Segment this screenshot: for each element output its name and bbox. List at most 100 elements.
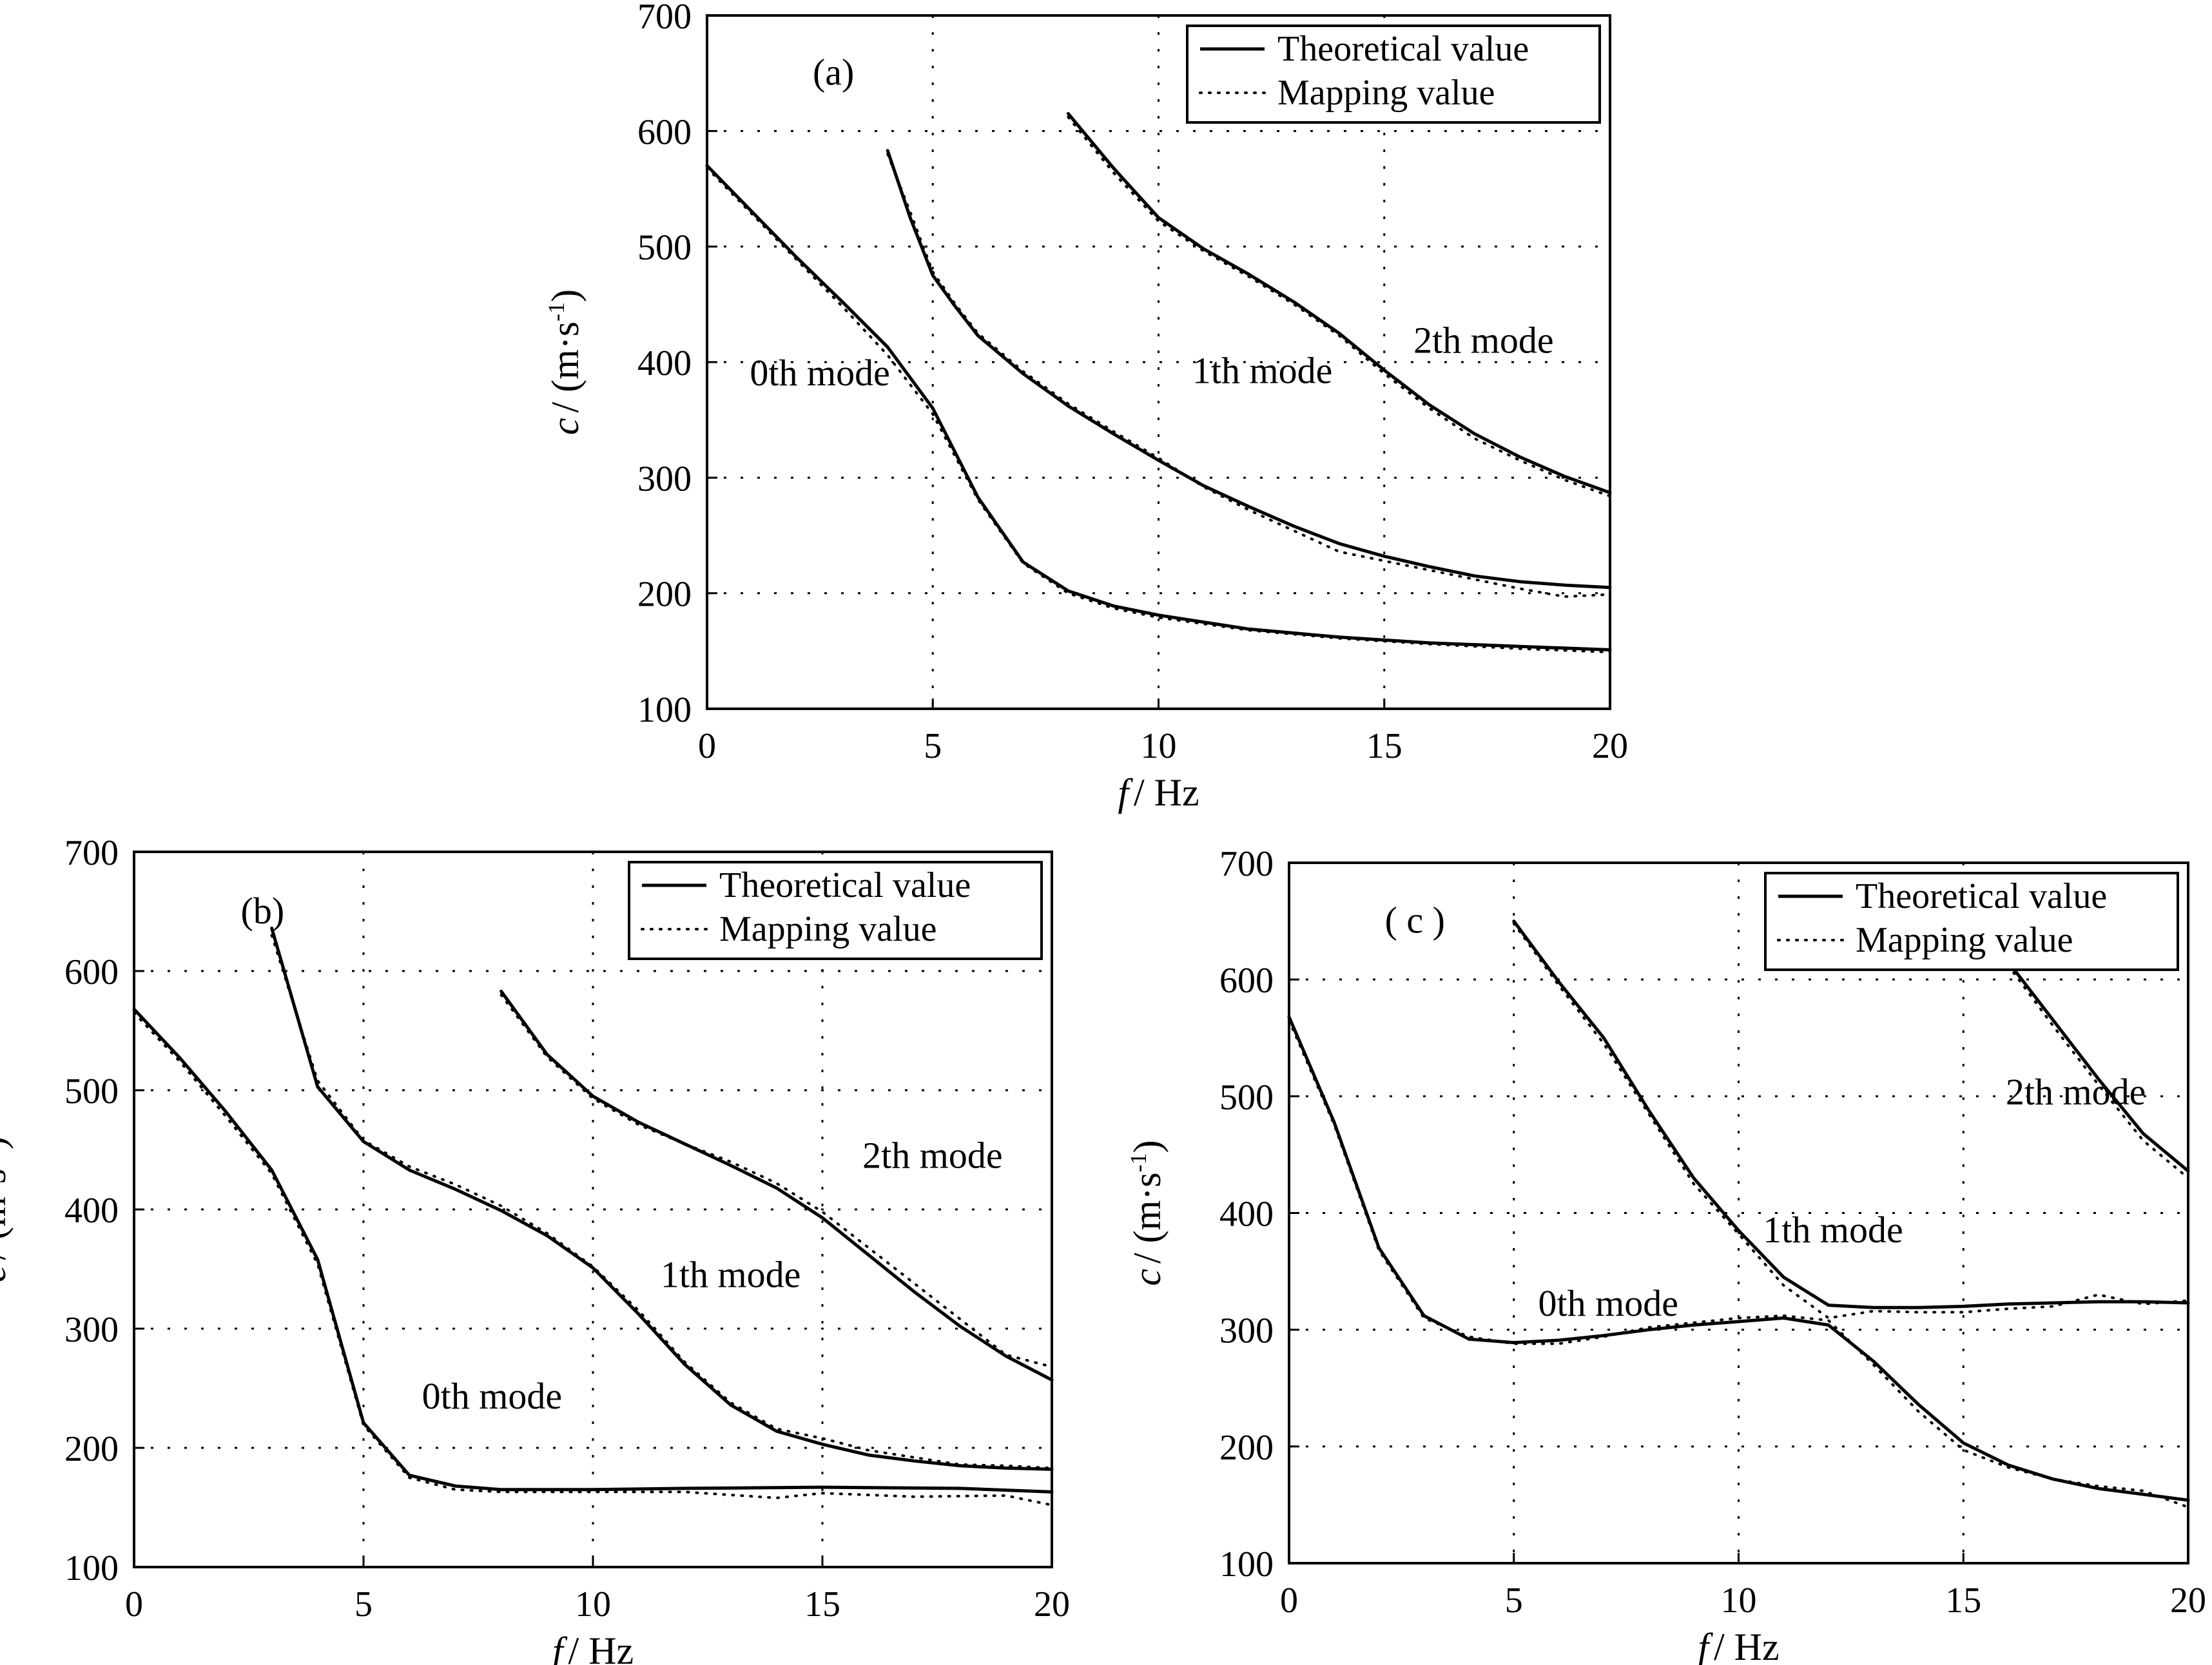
- chart-panel-b: 0 5 10 15 20 100 200 300 400 500 600 700 f/ Hz c / (m·…: [0, 833, 1070, 1665]
- x-axis-label: f / Hz: [1118, 771, 1199, 814]
- y-axis-variable: c: [0, 1266, 14, 1283]
- legend-box: [628, 861, 1043, 960]
- y-tick-label: 600: [64, 952, 119, 992]
- y-tick-label: 500: [64, 1072, 119, 1112]
- x-axis-unit: / Hz: [568, 1630, 634, 1665]
- mode-annotation: 2th mode: [2006, 1071, 2146, 1113]
- mapping-curve-1: [1512, 922, 2189, 1320]
- mapping-curve-1: [270, 934, 1053, 1470]
- y-axis-variable: c: [1126, 1269, 1169, 1286]
- x-axis-variable: f: [552, 1630, 568, 1665]
- legend-box: [1764, 872, 2179, 971]
- y-axis-unit-close: ): [0, 1137, 14, 1150]
- x-tick-label: 5: [354, 1584, 373, 1624]
- plot-frame: [1288, 861, 2189, 1564]
- legend-label: Theoretical value: [1277, 29, 1529, 69]
- theoretical-curve-0: [132, 1007, 1054, 1494]
- x-tick-label: 15: [1945, 1581, 1981, 1621]
- y-tick-label: 500: [637, 228, 692, 268]
- mapping-curve-0: [706, 166, 1611, 654]
- y-tick-label: 300: [64, 1310, 119, 1350]
- x-tick-label: 15: [804, 1584, 840, 1624]
- legend-label: Mapping value: [1856, 920, 2073, 960]
- legend-label: Theoretical value: [719, 865, 971, 905]
- y-tick-label: 700: [637, 0, 692, 37]
- mapping-curve-0: [1288, 1019, 2189, 1508]
- legend-label: Mapping value: [1277, 73, 1495, 113]
- x-tick-label: 15: [1366, 726, 1402, 766]
- y-tick-label: 200: [1219, 1428, 1274, 1468]
- y-axis-unit-close: ): [544, 289, 587, 302]
- y-tick-label: 700: [1219, 844, 1274, 884]
- y-tick-label: 100: [637, 690, 692, 730]
- legend-box: [1186, 24, 1601, 124]
- legend-label: Theoretical value: [1856, 876, 2107, 916]
- mode-annotation: 0th mode: [750, 352, 889, 394]
- mode-annotation: 1th mode: [1192, 349, 1332, 391]
- y-axis-label: c / (m·s-1): [1125, 1140, 1169, 1285]
- y-axis-unit: / (m·s: [0, 1169, 14, 1260]
- legend-label: Mapping value: [719, 909, 936, 949]
- y-tick-label: 300: [637, 459, 692, 499]
- theoretical-curve-1: [1512, 919, 2190, 1309]
- panel-label: ( c ): [1385, 900, 1445, 941]
- y-tick-label: 600: [637, 112, 692, 152]
- x-axis-variable: f: [1698, 1626, 1713, 1665]
- plot-frame: [706, 14, 1611, 710]
- x-tick-label: 0: [125, 1584, 143, 1624]
- mapping-curve-2: [1067, 115, 1611, 497]
- y-tick-label: 600: [1219, 961, 1274, 1001]
- x-axis-unit: / Hz: [1714, 1626, 1780, 1665]
- x-tick-label: 10: [575, 1584, 611, 1624]
- y-axis-label: c / (m·s-1): [543, 289, 587, 435]
- y-tick-label: 700: [64, 833, 119, 873]
- x-tick-label: 0: [1280, 1581, 1298, 1621]
- mode-annotation: 0th mode: [422, 1375, 562, 1417]
- y-tick-label: 100: [64, 1548, 119, 1588]
- mode-annotation: 1th mode: [661, 1253, 800, 1295]
- y-tick-label: 100: [1219, 1545, 1274, 1584]
- y-tick-label: 400: [1219, 1195, 1274, 1235]
- theoretical-curve-1: [270, 926, 1054, 1471]
- mode-annotation: 1th mode: [1763, 1209, 1903, 1251]
- x-tick-label: 10: [1141, 726, 1177, 766]
- y-axis-unit-exponent: -1: [1125, 1153, 1151, 1172]
- x-tick-label: 20: [1592, 726, 1628, 766]
- mapping-curve-2: [500, 994, 1053, 1369]
- y-tick-label: 200: [637, 575, 692, 615]
- theoretical-curve-1: [886, 149, 1612, 590]
- x-tick-label: 20: [1034, 1584, 1070, 1624]
- y-tick-label: 500: [1219, 1077, 1274, 1117]
- y-tick-label: 400: [637, 343, 692, 383]
- x-axis-unit: / Hz: [1134, 771, 1199, 814]
- y-axis-unit-exponent: -1: [543, 302, 569, 322]
- x-tick-label: 0: [698, 726, 716, 766]
- x-axis-label: f / Hz: [552, 1630, 634, 1665]
- x-tick-label: 10: [1721, 1581, 1757, 1621]
- x-axis-label: f / Hz: [1698, 1626, 1779, 1665]
- panel-label: (a): [813, 52, 854, 93]
- y-axis-variable: c: [544, 418, 587, 436]
- theoretical-curve-2: [500, 989, 1054, 1382]
- mode-annotation: 0th mode: [1538, 1282, 1678, 1324]
- y-tick-label: 200: [64, 1429, 119, 1469]
- plot-frame: [133, 851, 1053, 1568]
- x-tick-label: 5: [924, 726, 942, 766]
- x-tick-label: 5: [1505, 1581, 1523, 1621]
- mode-annotation: 2th mode: [862, 1134, 1002, 1176]
- mode-annotation: 2th mode: [1413, 320, 1553, 361]
- y-axis-unit-close: ): [1126, 1140, 1169, 1153]
- panel-label: (b): [241, 890, 285, 932]
- y-axis-unit: / (m·s: [544, 322, 587, 413]
- x-axis-variable: f: [1118, 771, 1133, 814]
- theoretical-curve-2: [2006, 960, 2190, 1173]
- chart-panel-c: 0 5 10 15 20 100 200 300 400 500 600 700 f / Hz c / (m·…: [1125, 844, 2206, 1665]
- chart-panel-a: 0 5 10 15 20 100 200 300 400 500 600 700 f / Hz c / (m·…: [543, 0, 1628, 814]
- y-axis-unit: / (m·s: [1126, 1172, 1169, 1264]
- y-tick-label: 400: [64, 1191, 119, 1231]
- theoretical-curve-2: [1066, 111, 1612, 495]
- x-tick-label: 20: [2170, 1581, 2206, 1621]
- mapping-curve-0: [133, 1011, 1053, 1506]
- y-axis-label: c/ (m·s-1): [0, 1137, 14, 1282]
